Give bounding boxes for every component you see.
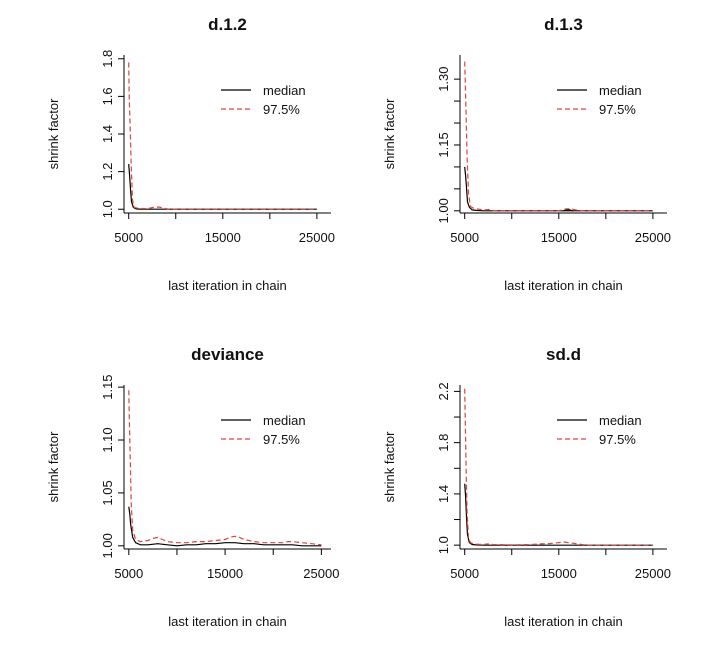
- chart-panel-4: sd.d 5000 15000 25000 1.0 1.4 1.8 2.2 last itera…: [382, 345, 671, 629]
- y-axis-label: shrink factor: [46, 431, 61, 502]
- x-tick-label: 5000: [450, 566, 479, 581]
- legend-label: 97.5%: [263, 102, 300, 117]
- legend-label: median: [599, 83, 642, 98]
- x-tick-label: 5000: [114, 230, 143, 245]
- y-tick-label: 1.15: [436, 132, 451, 157]
- legend-label: 97.5%: [599, 432, 636, 447]
- legend-label: 97.5%: [599, 102, 636, 117]
- chart-panel-3: deviance 5000 15000 25000 1.00 1.05 1.10 1.15 la…: [46, 345, 339, 629]
- chart-title: deviance: [191, 345, 264, 364]
- y-tick-label: 1.8: [100, 50, 115, 68]
- legend-label: median: [263, 83, 306, 98]
- y-tick-label: 1.05: [100, 480, 115, 505]
- x-tick-label: 5000: [450, 230, 479, 245]
- series-line-median: [128, 506, 322, 547]
- y-tick-label: 1.4: [100, 125, 115, 143]
- x-tick-label: 25000: [299, 230, 335, 245]
- y-tick-label: 2.2: [436, 382, 451, 400]
- x-tick-label: 5000: [114, 566, 143, 581]
- chart-title: d.1.2: [208, 15, 247, 34]
- series-line-median: [128, 164, 317, 210]
- legend-label: median: [599, 413, 642, 428]
- chart-title: d.1.3: [544, 15, 583, 34]
- y-axis-label: shrink factor: [46, 98, 61, 169]
- series-line-quantile-97-5: [128, 62, 317, 210]
- y-tick-label: 1.0: [436, 536, 451, 554]
- legend-label: 97.5%: [263, 432, 300, 447]
- x-tick-label: 15000: [205, 230, 241, 245]
- y-tick-label: 1.8: [436, 434, 451, 452]
- chart-panel-2: d.1.3 5000 15000 25000 1.00 1.15 1.30 last iter…: [382, 15, 671, 293]
- x-tick-label: 15000: [207, 566, 243, 581]
- y-tick-label: 1.00: [436, 198, 451, 223]
- chart-title: sd.d: [546, 345, 581, 364]
- x-tick-label: 25000: [635, 566, 671, 581]
- series-line-median: [464, 483, 653, 546]
- series-line-quantile-97-5: [464, 61, 653, 212]
- y-tick-label: 1.4: [436, 485, 451, 503]
- x-tick-label: 15000: [541, 566, 577, 581]
- y-tick-label: 1.2: [100, 163, 115, 181]
- y-tick-label: 1.10: [100, 427, 115, 452]
- series-line-median: [464, 166, 653, 212]
- chart-panel-1: d.1.2 5000 15000 25000 1.0 1.2 1.4 1.6 1.8 last i…: [46, 15, 335, 293]
- y-tick-label: 1.00: [100, 533, 115, 558]
- series-bump: [563, 208, 574, 212]
- x-axis-label: last iteration in chain: [504, 278, 623, 293]
- x-tick-label: 25000: [635, 230, 671, 245]
- y-axis-label: shrink factor: [382, 431, 397, 502]
- x-axis-label: last iteration in chain: [168, 278, 287, 293]
- legend-label: median: [263, 413, 306, 428]
- x-axis-label: last iteration in chain: [504, 614, 623, 629]
- x-tick-label: 15000: [541, 230, 577, 245]
- series-line-quantile-97-5: [464, 388, 653, 546]
- y-tick-label: 1.30: [436, 66, 451, 91]
- y-axis-label: shrink factor: [382, 98, 397, 169]
- y-tick-label: 1.6: [100, 87, 115, 105]
- series-line-quantile-97-5: [128, 390, 322, 546]
- y-tick-label: 1.0: [100, 200, 115, 218]
- x-axis-label: last iteration in chain: [168, 614, 287, 629]
- x-tick-label: 25000: [303, 566, 339, 581]
- y-tick-label: 1.15: [100, 374, 115, 399]
